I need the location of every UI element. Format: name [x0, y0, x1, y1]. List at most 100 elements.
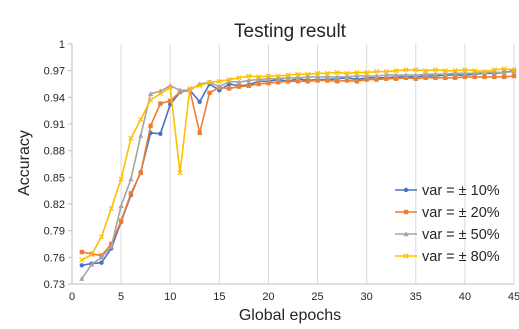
- data-point: [177, 87, 183, 93]
- data-point: [413, 67, 419, 73]
- data-point: [511, 67, 517, 73]
- data-point: [393, 68, 399, 74]
- legend-marker: [403, 253, 409, 259]
- data-point: [256, 81, 261, 87]
- y-tick-label: 0.73: [44, 279, 65, 291]
- legend-label: var = ± 20%: [422, 205, 500, 221]
- data-point: [422, 68, 429, 74]
- data-point: [423, 71, 429, 77]
- y-tick-label: 0.79: [44, 226, 65, 238]
- data-point: [501, 66, 507, 72]
- legend-item: var = ± 80%: [395, 249, 500, 265]
- data-point: [295, 74, 301, 80]
- data-point: [118, 218, 124, 224]
- data-point: [276, 80, 281, 85]
- data-point: [98, 234, 105, 240]
- data-point: [423, 75, 428, 80]
- data-point: [403, 75, 409, 80]
- x-tick-label: 35: [410, 291, 422, 303]
- data-point: [442, 71, 448, 77]
- series-group: [79, 66, 517, 281]
- data-point: [216, 83, 222, 89]
- data-point: [442, 68, 448, 74]
- data-point: [98, 254, 105, 260]
- data-point: [285, 72, 291, 78]
- series-4: [79, 66, 517, 263]
- data-point: [482, 74, 487, 80]
- data-point: [236, 79, 242, 85]
- y-axis-label: Accuracy: [16, 130, 33, 196]
- x-tick-label: 25: [311, 291, 323, 303]
- data-point: [99, 260, 104, 265]
- data-point: [305, 79, 310, 84]
- data-point: [364, 73, 370, 79]
- legend-label: var = ± 10%: [422, 183, 500, 199]
- y-tick-label: 0.82: [44, 199, 65, 211]
- data-point: [354, 69, 360, 76]
- x-tick-label: 30: [361, 291, 373, 303]
- data-point: [158, 131, 163, 136]
- data-point: [452, 70, 458, 76]
- data-point: [432, 67, 439, 73]
- data-point: [462, 74, 468, 80]
- data-point: [187, 85, 193, 92]
- data-point: [491, 69, 497, 75]
- x-tick-label: 45: [508, 291, 519, 303]
- data-point: [511, 68, 517, 74]
- data-point: [344, 78, 350, 83]
- data-point: [89, 261, 95, 267]
- legend-label: var = ± 80%: [422, 249, 500, 265]
- legend: var = ± 10% var = ± 20% var = ± 50% var = ±…: [395, 183, 500, 265]
- data-point: [314, 74, 321, 80]
- data-point: [138, 132, 144, 138]
- data-point: [79, 249, 85, 255]
- data-point: [128, 176, 134, 182]
- data-point: [226, 86, 232, 91]
- data-point: [246, 73, 252, 79]
- series-line: [81, 70, 515, 280]
- data-point: [403, 72, 409, 78]
- x-tick-label: 40: [459, 291, 471, 303]
- data-point: [492, 74, 497, 80]
- y-tick-label: 0.85: [44, 172, 65, 184]
- data-point: [255, 74, 262, 80]
- data-point: [236, 84, 242, 89]
- data-point: [481, 68, 488, 75]
- data-point: [148, 123, 153, 128]
- data-point: [177, 170, 183, 176]
- legend-item: var = ± 20%: [395, 205, 500, 221]
- data-point: [265, 73, 272, 79]
- data-point: [324, 70, 331, 76]
- data-point: [295, 71, 301, 77]
- axes: [68, 43, 514, 285]
- data-point: [265, 75, 272, 81]
- data-point: [335, 79, 340, 84]
- data-point: [207, 90, 212, 96]
- data-point: [344, 70, 350, 76]
- data-point: [266, 80, 271, 86]
- data-point: [413, 76, 418, 81]
- data-point: [226, 78, 232, 84]
- data-point: [393, 72, 399, 78]
- data-point: [472, 70, 478, 76]
- data-point: [443, 75, 448, 80]
- data-point: [108, 243, 114, 249]
- data-point: [364, 69, 370, 76]
- data-point: [216, 78, 222, 84]
- x-tick-label: 10: [164, 291, 176, 303]
- legend-label: var = ± 50%: [422, 227, 500, 243]
- data-point: [452, 75, 458, 80]
- data-point: [403, 67, 409, 73]
- data-point: [168, 98, 173, 104]
- data-point: [79, 263, 85, 268]
- data-point: [118, 202, 124, 208]
- data-point: [354, 73, 360, 79]
- y-tick-label: 0.88: [44, 146, 65, 158]
- data-point: [373, 68, 380, 75]
- data-point: [432, 71, 439, 77]
- data-point: [325, 78, 330, 83]
- data-point: [118, 176, 124, 182]
- data-point: [472, 74, 477, 80]
